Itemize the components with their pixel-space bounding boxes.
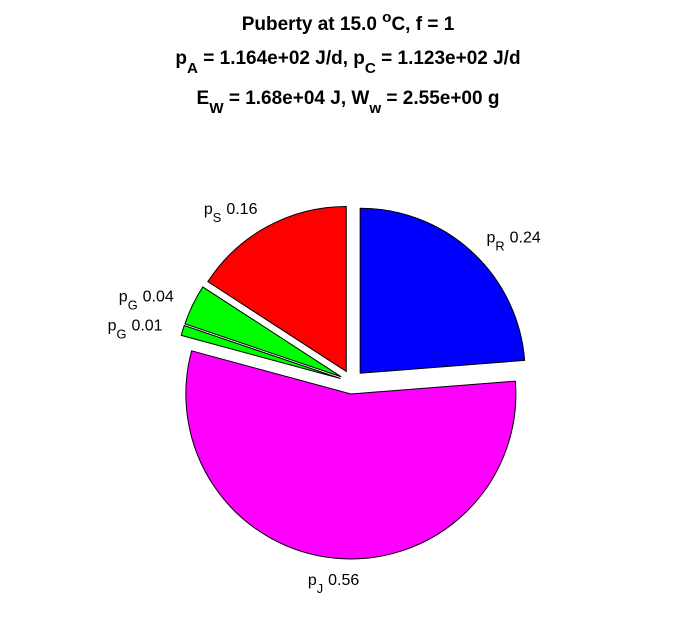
pie-slice: [180, 324, 341, 379]
text-run: A: [187, 60, 198, 77]
pie-slice: [184, 286, 342, 378]
text-run: p: [108, 317, 117, 334]
text-run: Puberty at 15.0: [242, 14, 382, 35]
text-run: G: [116, 326, 126, 341]
text-run: C, f = 1: [391, 14, 454, 35]
slice-label: pG 0.04: [119, 289, 174, 313]
slice-value: 0.56: [328, 572, 359, 589]
text-run: o: [382, 9, 391, 26]
text-run: = 1.68e+04 J, W: [224, 88, 370, 109]
slice-label: pJ 0.56: [308, 572, 360, 596]
chart-title: Puberty at 15.0 oC, f = 1: [242, 9, 455, 36]
slice-value: 0.16: [226, 201, 257, 218]
text-run: R: [495, 238, 504, 253]
text-run: p: [119, 289, 128, 306]
chart-title: EW = 1.68e+04 J, Ww = 2.55e+00 g: [197, 88, 500, 117]
pie-slice: [359, 207, 526, 374]
pie-slice: [207, 205, 347, 373]
slice-value: 0.01: [131, 317, 162, 334]
text-run: = 1.123e+02 J/d: [376, 48, 521, 69]
text-run: G: [128, 297, 138, 312]
text-run: J: [317, 581, 323, 596]
text-run: w: [368, 100, 381, 117]
text-run: W: [209, 100, 224, 117]
text-run: S: [213, 210, 222, 225]
pie-slice: [185, 350, 517, 560]
slice-value: 0.04: [143, 289, 174, 306]
text-run: p: [308, 572, 317, 589]
text-run: C: [365, 60, 376, 77]
text-run: E: [197, 88, 210, 109]
text-run: p: [175, 48, 187, 69]
slice-label: pS 0.16: [204, 201, 258, 225]
chart-title: pA = 1.164e+02 J/d, pC = 1.123e+02 J/d: [175, 48, 520, 77]
slice-label: pG 0.01: [108, 317, 163, 341]
slice-value: 0.24: [510, 230, 541, 247]
text-run: = 1.164e+02 J/d, p: [198, 48, 365, 69]
text-run: = 2.55e+00 g: [381, 88, 499, 109]
text-run: p: [486, 230, 495, 247]
text-run: p: [204, 201, 213, 218]
slice-label: pR 0.24: [486, 230, 540, 254]
